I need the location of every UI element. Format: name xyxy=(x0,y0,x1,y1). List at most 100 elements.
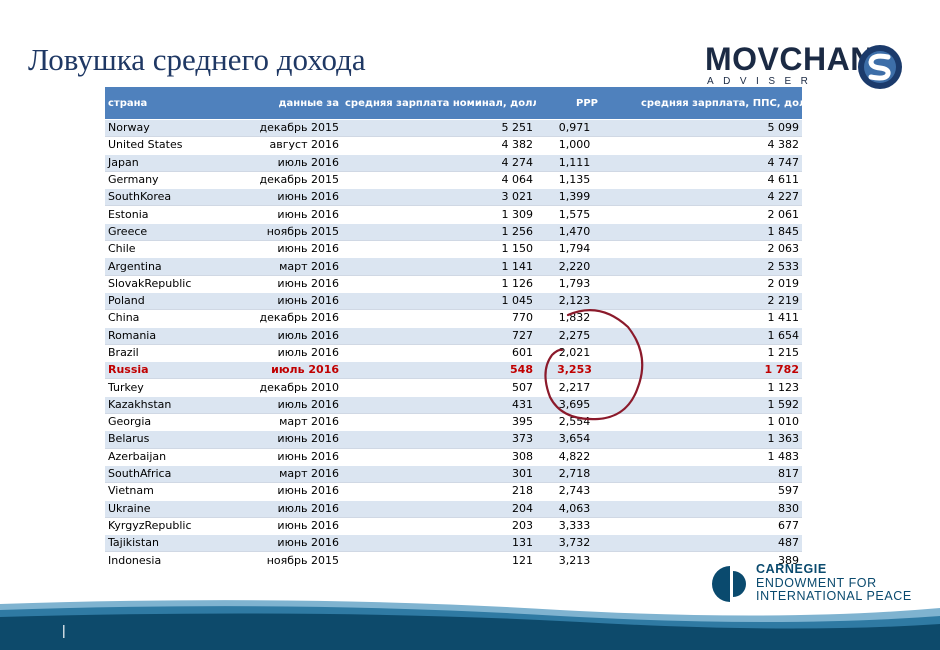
cell-nominal-salary: 1 141 xyxy=(342,257,536,276)
carnegie-emblem-icon xyxy=(712,566,746,602)
cell-data-period: июнь 2016 xyxy=(236,516,342,535)
cell-country: Japan xyxy=(105,153,236,172)
cell-data-period: июнь 2016 xyxy=(236,430,342,449)
cell-ppp-salary: 1 654 xyxy=(638,326,802,345)
cell-data-period: июнь 2016 xyxy=(236,240,342,258)
cell-ppp-salary: 5 099 xyxy=(638,118,802,137)
cell-data-period: июль 2016 xyxy=(236,499,342,518)
cell-country: Ukraine xyxy=(105,499,236,518)
cell-ppp: 4,822 xyxy=(536,447,638,466)
table-row: United States август 2016 4 382 1,000 4 382 xyxy=(105,136,802,155)
cell-ppp-salary: 1 010 xyxy=(638,413,802,431)
cell-nominal-salary: 4 064 xyxy=(342,170,536,189)
carnegie-line-1: CARNEGIE xyxy=(756,562,827,576)
cell-data-period: ноябрь 2015 xyxy=(236,222,342,241)
cell-ppp-salary: 4 382 xyxy=(638,136,802,155)
cell-nominal-salary: 548 xyxy=(342,361,536,379)
cell-nominal-salary: 431 xyxy=(342,395,536,414)
cell-ppp: 1,000 xyxy=(536,136,638,155)
header-country: страна xyxy=(105,87,236,120)
cell-country: Argentina xyxy=(105,257,236,276)
table-row: Russia июль 2016 548 3,253 1 782 xyxy=(105,361,802,379)
movchan-s-mark-icon xyxy=(858,45,902,89)
cell-ppp: 3,732 xyxy=(536,534,638,552)
cell-nominal-salary: 218 xyxy=(342,482,536,501)
cell-country: Norway xyxy=(105,118,236,137)
header-ppp-salary: средняя зарплата, ППС, долл xyxy=(638,87,802,120)
table-row: Romania июль 2016 727 2,275 1 654 xyxy=(105,326,802,345)
cell-ppp: 1,111 xyxy=(536,153,638,172)
cell-ppp-salary: 2 533 xyxy=(638,257,802,276)
cell-country: China xyxy=(105,309,236,328)
cell-ppp-salary: 1 782 xyxy=(638,361,802,379)
cell-ppp: 1,135 xyxy=(536,170,638,189)
cell-country: Brazil xyxy=(105,343,236,362)
cell-ppp-salary: 2 219 xyxy=(638,291,802,310)
cell-data-period: июль 2016 xyxy=(236,343,342,362)
cell-ppp-salary: 389 xyxy=(638,551,802,569)
cell-nominal-salary: 507 xyxy=(342,378,536,397)
cell-country: Chile xyxy=(105,240,236,258)
cell-ppp: 1,470 xyxy=(536,222,638,241)
cell-ppp: 2,217 xyxy=(536,378,638,397)
cell-nominal-salary: 770 xyxy=(342,309,536,328)
cell-data-period: июль 2016 xyxy=(236,361,342,379)
table-row: Tajikistan июнь 2016 131 3,732 487 xyxy=(105,534,802,552)
cell-ppp: 3,253 xyxy=(536,361,638,379)
cell-country: Belarus xyxy=(105,430,236,449)
cell-country: Greece xyxy=(105,222,236,241)
cell-data-period: март 2016 xyxy=(236,413,342,431)
cell-ppp-salary: 4 611 xyxy=(638,170,802,189)
table-row: Vietnam июнь 2016 218 2,743 597 xyxy=(105,482,802,501)
table-row: Poland июнь 2016 1 045 2,123 2 219 xyxy=(105,291,802,310)
cell-ppp: 2,275 xyxy=(536,326,638,345)
cell-nominal-salary: 204 xyxy=(342,499,536,518)
cell-nominal-salary: 1 045 xyxy=(342,291,536,310)
table-row: Germany декабрь 2015 4 064 1,135 4 611 xyxy=(105,170,802,189)
cell-nominal-salary: 1 150 xyxy=(342,240,536,258)
cell-nominal-salary: 5 251 xyxy=(342,118,536,137)
cell-ppp: 1,794 xyxy=(536,240,638,258)
cell-ppp: 3,695 xyxy=(536,395,638,414)
cell-nominal-salary: 395 xyxy=(342,413,536,431)
carnegie-line-3: INTERNATIONAL PEACE xyxy=(756,589,912,603)
cell-nominal-salary: 601 xyxy=(342,343,536,362)
cell-data-period: март 2016 xyxy=(236,464,342,483)
cell-ppp-salary: 487 xyxy=(638,534,802,552)
table-row: Chile июнь 2016 1 150 1,794 2 063 xyxy=(105,240,802,258)
cell-data-period: июнь 2016 xyxy=(236,482,342,501)
footer-wave-band xyxy=(0,600,940,650)
cell-ppp: 1,399 xyxy=(536,188,638,206)
cell-nominal-salary: 3 021 xyxy=(342,188,536,206)
cell-ppp-salary: 1 123 xyxy=(638,378,802,397)
cell-ppp-salary: 677 xyxy=(638,516,802,535)
carnegie-endowment-logo: CARNEGIE ENDOWMENT FOR INTERNATIONAL PEA… xyxy=(712,562,922,605)
cell-ppp-salary: 1 845 xyxy=(638,222,802,241)
cell-ppp: 4,063 xyxy=(536,499,638,518)
cell-ppp: 1,575 xyxy=(536,205,638,224)
cell-country: SlovakRepublic xyxy=(105,274,236,293)
cell-country: Kazakhstan xyxy=(105,395,236,414)
cell-data-period: декабрь 2015 xyxy=(236,170,342,189)
cell-ppp: 1,832 xyxy=(536,309,638,328)
cell-nominal-salary: 4 382 xyxy=(342,136,536,155)
table-row: Ukraine июль 2016 204 4,063 830 xyxy=(105,499,802,518)
cell-ppp: 3,333 xyxy=(536,516,638,535)
cell-ppp-salary: 2 061 xyxy=(638,205,802,224)
cell-nominal-salary: 1 309 xyxy=(342,205,536,224)
cell-ppp: 3,213 xyxy=(536,551,638,569)
cell-data-period: июнь 2016 xyxy=(236,188,342,206)
cell-data-period: июль 2016 xyxy=(236,153,342,172)
cell-nominal-salary: 121 xyxy=(342,551,536,569)
cell-ppp: 0,971 xyxy=(536,118,638,137)
cell-nominal-salary: 1 256 xyxy=(342,222,536,241)
table-row: KyrgyzRepublic июнь 2016 203 3,333 677 xyxy=(105,516,802,535)
cell-data-period: июль 2016 xyxy=(236,395,342,414)
cell-country: Tajikistan xyxy=(105,534,236,552)
cell-country: United States xyxy=(105,136,236,155)
cell-nominal-salary: 308 xyxy=(342,447,536,466)
table-row: SouthKorea июнь 2016 3 021 1,399 4 227 xyxy=(105,188,802,206)
cell-ppp: 1,793 xyxy=(536,274,638,293)
header-data-period: данные за xyxy=(236,87,342,120)
cell-country: Germany xyxy=(105,170,236,189)
